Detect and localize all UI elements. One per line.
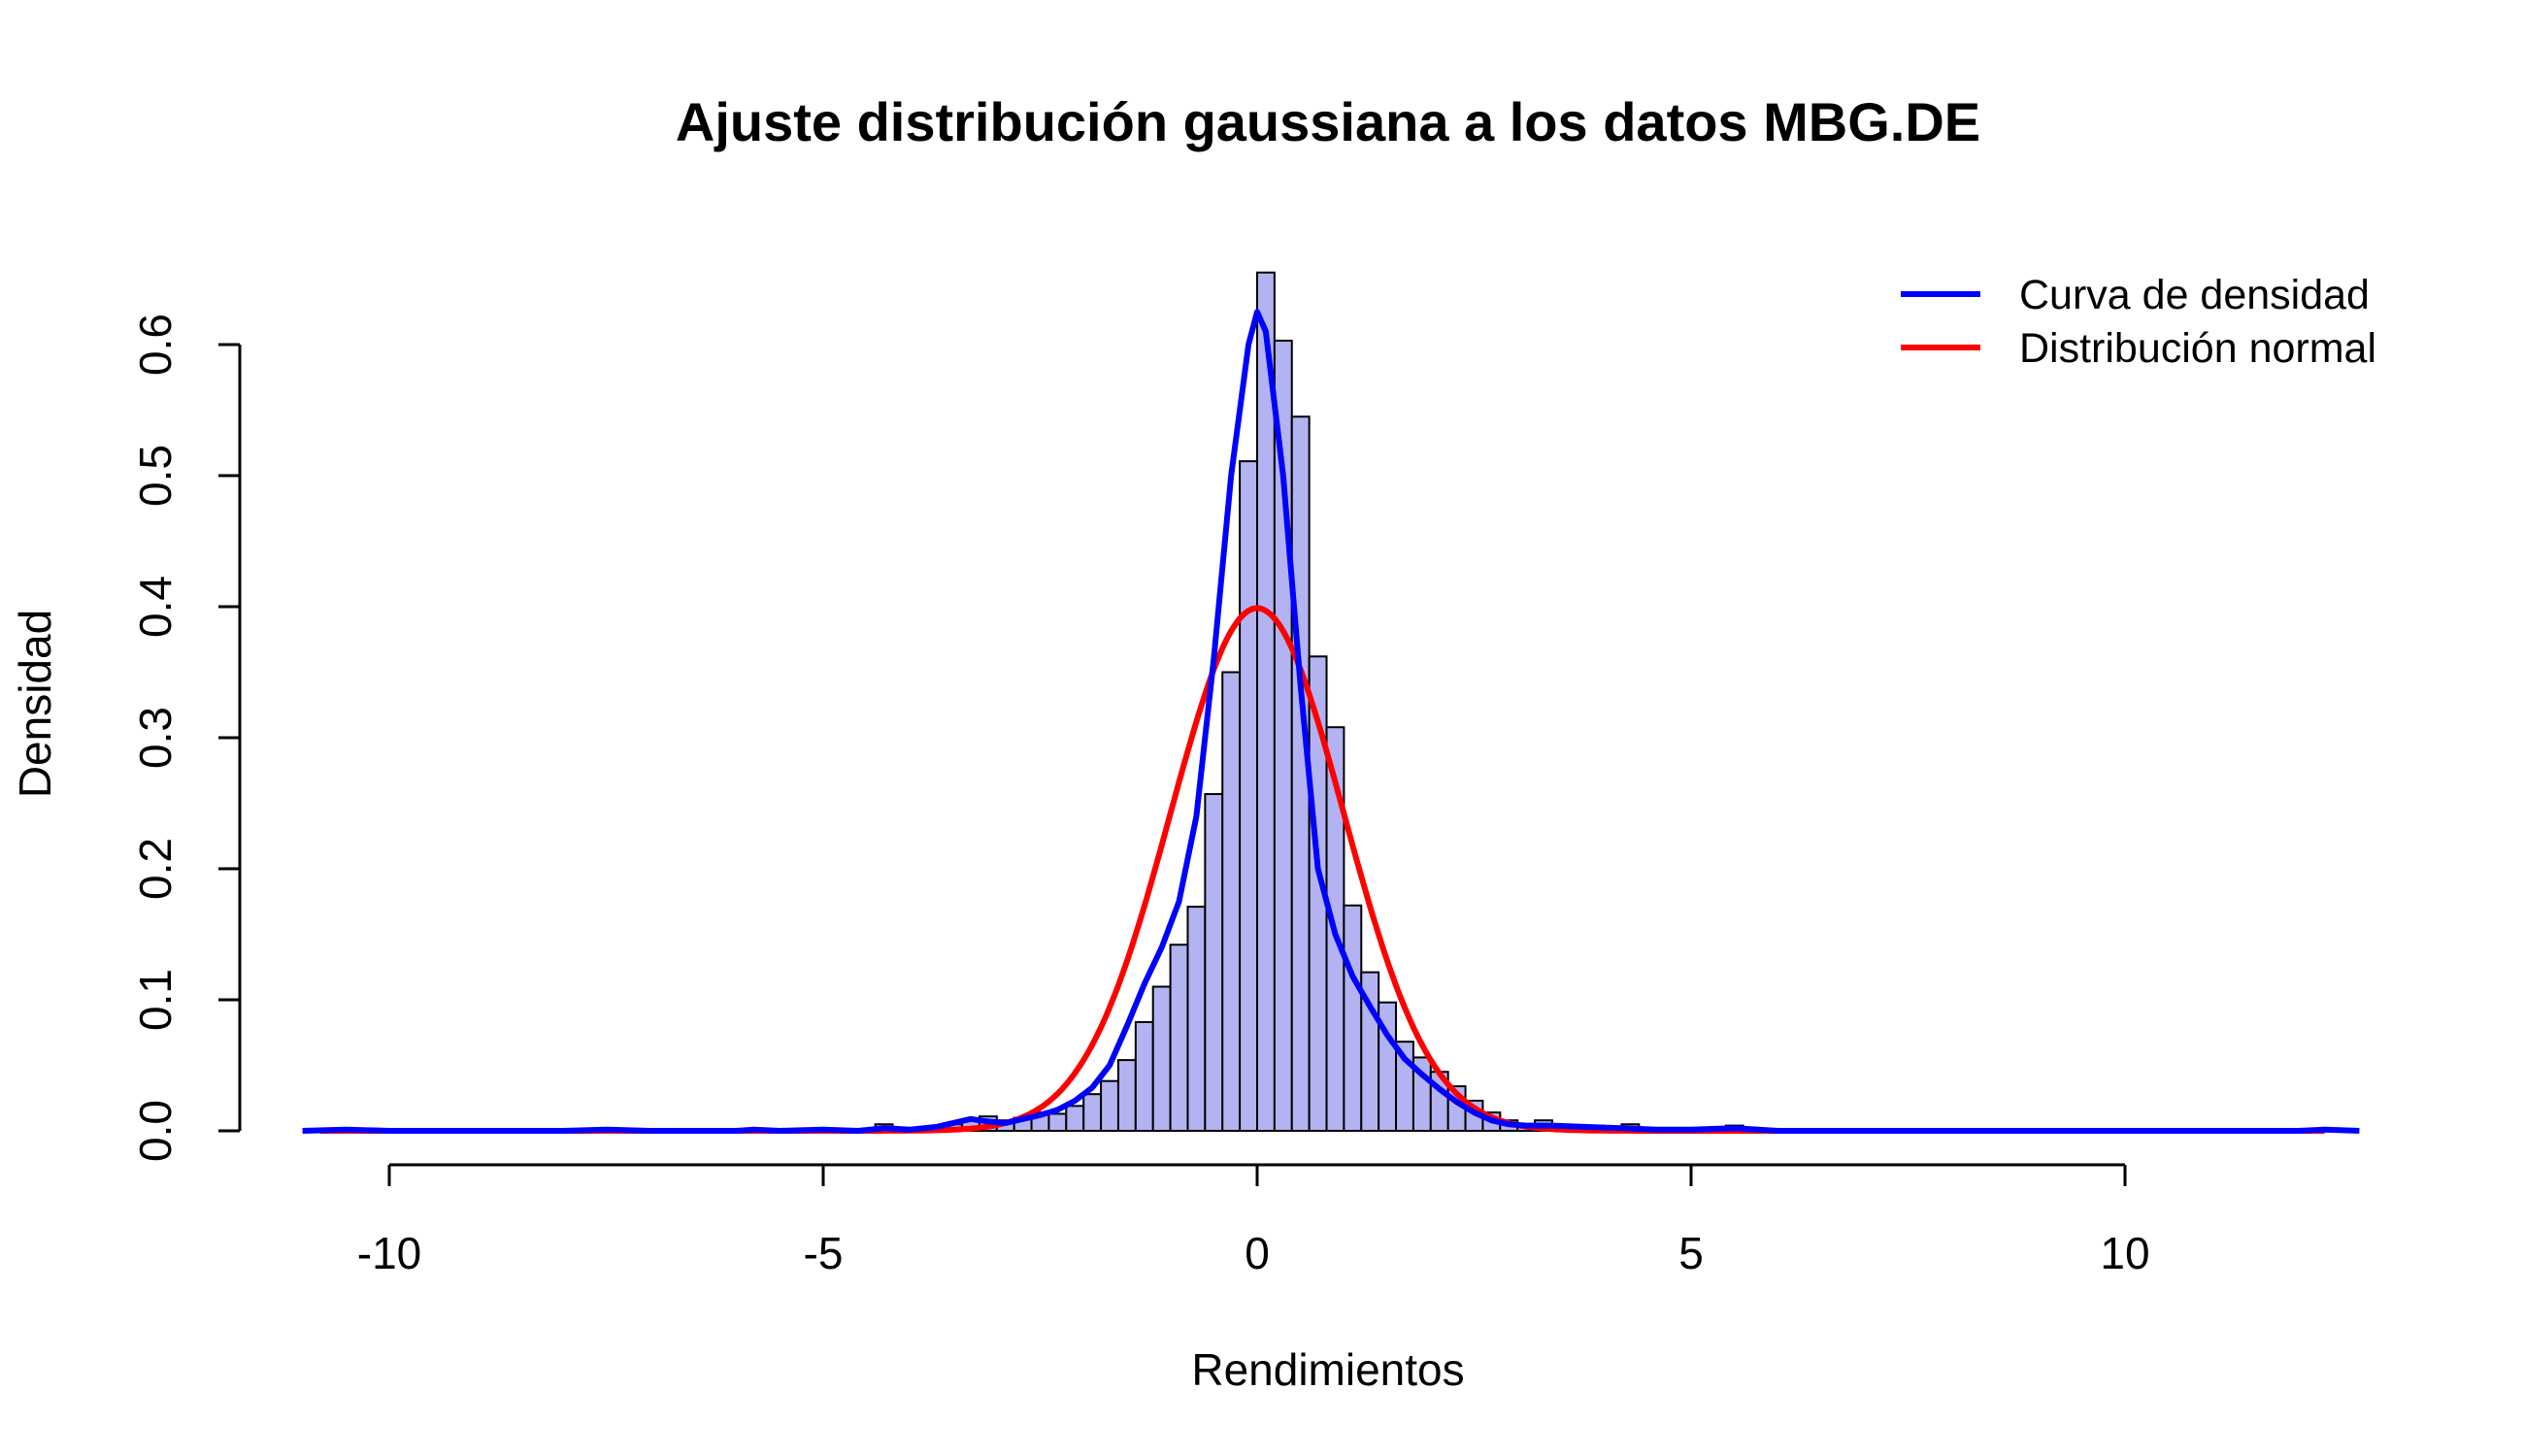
y-tick-label: 0.4 (130, 576, 181, 638)
x-tick-label: 5 (1678, 1228, 1704, 1278)
y-axis-label: Densidad (10, 610, 60, 798)
histogram-bar (1047, 1112, 1068, 1132)
y-tick-label: 0.3 (130, 707, 181, 769)
y-tick-label: 0.2 (130, 838, 181, 900)
histogram-bars (874, 271, 1744, 1133)
histogram-bar (1221, 671, 1242, 1132)
series-curves (302, 309, 2360, 1134)
x-tick-label: 10 (2100, 1228, 2149, 1278)
y-axis: 0.0 0.1 0.2 0.3 0.4 0.5 0.6 (130, 314, 242, 1162)
histogram-bar (1134, 1020, 1154, 1132)
histogram-bar (1065, 1105, 1085, 1132)
x-tick-label: -10 (357, 1228, 421, 1278)
y-tick-label: 0.5 (130, 445, 181, 507)
histogram-bar (1151, 985, 1172, 1132)
legend: Curva de densidad Distribución normal (1901, 272, 2376, 372)
y-tick-label: 0.0 (130, 1100, 181, 1162)
histogram-bar (1116, 1059, 1137, 1132)
legend-label-density: Curva de densidad (2019, 272, 2370, 318)
x-axis: -10 -5 0 5 10 (357, 1163, 2150, 1278)
histogram-bar (1082, 1093, 1103, 1132)
histogram-bar (1169, 943, 1189, 1132)
x-axis-label: Rendimientos (1191, 1344, 1464, 1395)
chart-title: Ajuste distribución gaussiana a los dato… (676, 91, 1980, 152)
x-tick-label: -5 (804, 1228, 844, 1278)
x-tick-label: 0 (1245, 1228, 1270, 1278)
histogram-bar (1239, 460, 1258, 1132)
y-tick-label: 0.1 (130, 969, 181, 1031)
histogram-bar (1204, 793, 1224, 1132)
y-tick-label: 0.6 (130, 314, 181, 376)
histogram-bar (1186, 906, 1207, 1133)
density-curve-line (302, 309, 2360, 1134)
legend-label-normal: Distribución normal (2019, 325, 2376, 372)
histogram-bar (1343, 904, 1363, 1132)
histogram-bar (1100, 1079, 1119, 1132)
